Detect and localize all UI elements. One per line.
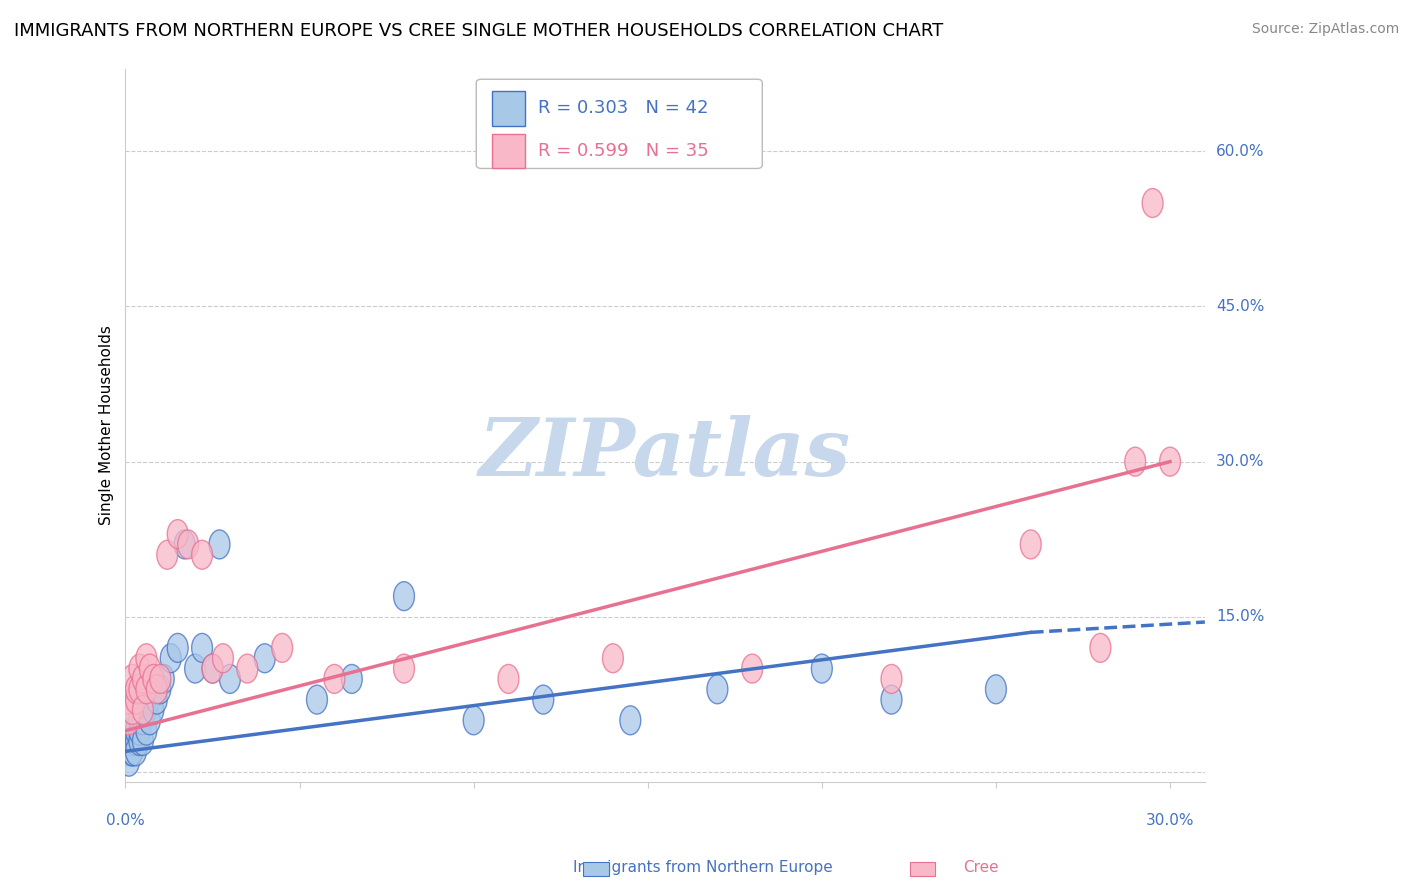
Text: 30.0%: 30.0% xyxy=(1146,813,1194,828)
Text: IMMIGRANTS FROM NORTHERN EUROPE VS CREE SINGLE MOTHER HOUSEHOLDS CORRELATION CHA: IMMIGRANTS FROM NORTHERN EUROPE VS CREE … xyxy=(14,22,943,40)
Ellipse shape xyxy=(167,520,188,549)
Ellipse shape xyxy=(236,654,257,683)
Ellipse shape xyxy=(136,674,157,704)
Ellipse shape xyxy=(118,685,139,714)
Bar xyxy=(492,91,524,126)
Ellipse shape xyxy=(1090,633,1111,663)
Ellipse shape xyxy=(146,674,167,704)
Ellipse shape xyxy=(118,747,139,776)
Ellipse shape xyxy=(986,674,1007,704)
Ellipse shape xyxy=(118,706,139,735)
Ellipse shape xyxy=(118,726,139,756)
Text: 60.0%: 60.0% xyxy=(1216,144,1264,159)
Ellipse shape xyxy=(122,737,143,766)
Ellipse shape xyxy=(122,726,143,756)
Ellipse shape xyxy=(177,530,198,559)
Ellipse shape xyxy=(882,665,901,693)
Text: 0.0%: 0.0% xyxy=(105,813,145,828)
Ellipse shape xyxy=(1142,188,1163,218)
Ellipse shape xyxy=(157,541,177,569)
Bar xyxy=(492,134,524,169)
Ellipse shape xyxy=(122,737,143,766)
Ellipse shape xyxy=(307,685,328,714)
Ellipse shape xyxy=(323,665,344,693)
Ellipse shape xyxy=(811,654,832,683)
Ellipse shape xyxy=(202,654,224,683)
Ellipse shape xyxy=(143,696,163,724)
Ellipse shape xyxy=(463,706,484,735)
Ellipse shape xyxy=(139,706,160,735)
Ellipse shape xyxy=(129,674,150,704)
Ellipse shape xyxy=(129,716,150,745)
Ellipse shape xyxy=(139,685,160,714)
Ellipse shape xyxy=(150,665,170,693)
Ellipse shape xyxy=(394,582,415,611)
Ellipse shape xyxy=(122,716,143,745)
Ellipse shape xyxy=(153,665,174,693)
Ellipse shape xyxy=(1021,530,1042,559)
Ellipse shape xyxy=(136,716,157,745)
Ellipse shape xyxy=(132,706,153,735)
Ellipse shape xyxy=(533,685,554,714)
Ellipse shape xyxy=(125,685,146,714)
Ellipse shape xyxy=(191,633,212,663)
Ellipse shape xyxy=(150,674,170,704)
Ellipse shape xyxy=(118,737,139,766)
Ellipse shape xyxy=(132,696,153,724)
Ellipse shape xyxy=(1160,447,1181,476)
Ellipse shape xyxy=(394,654,415,683)
Ellipse shape xyxy=(498,665,519,693)
Ellipse shape xyxy=(129,726,150,756)
Ellipse shape xyxy=(174,530,195,559)
Ellipse shape xyxy=(136,644,157,673)
Text: 15.0%: 15.0% xyxy=(1216,609,1264,624)
Ellipse shape xyxy=(342,665,363,693)
Text: R = 0.303   N = 42: R = 0.303 N = 42 xyxy=(537,100,709,118)
Ellipse shape xyxy=(191,541,212,569)
Ellipse shape xyxy=(160,644,181,673)
Ellipse shape xyxy=(125,716,146,745)
Ellipse shape xyxy=(212,644,233,673)
Ellipse shape xyxy=(125,726,146,756)
Ellipse shape xyxy=(129,654,150,683)
Ellipse shape xyxy=(146,685,167,714)
Text: Cree: Cree xyxy=(963,860,998,874)
Ellipse shape xyxy=(139,654,160,683)
Ellipse shape xyxy=(254,644,276,673)
FancyBboxPatch shape xyxy=(477,79,762,169)
Ellipse shape xyxy=(125,737,146,766)
Ellipse shape xyxy=(136,696,157,724)
Ellipse shape xyxy=(143,665,163,693)
Ellipse shape xyxy=(209,530,231,559)
Ellipse shape xyxy=(125,674,146,704)
Ellipse shape xyxy=(132,665,153,693)
Text: ZIPatlas: ZIPatlas xyxy=(479,416,851,492)
Ellipse shape xyxy=(1125,447,1146,476)
Text: 30.0%: 30.0% xyxy=(1216,454,1264,469)
Text: R = 0.599   N = 35: R = 0.599 N = 35 xyxy=(537,143,709,161)
Ellipse shape xyxy=(132,726,153,756)
Text: Immigrants from Northern Europe: Immigrants from Northern Europe xyxy=(574,860,832,874)
Ellipse shape xyxy=(129,706,150,735)
Ellipse shape xyxy=(882,685,901,714)
Ellipse shape xyxy=(167,633,188,663)
Ellipse shape xyxy=(122,665,143,693)
Ellipse shape xyxy=(620,706,641,735)
Ellipse shape xyxy=(219,665,240,693)
Ellipse shape xyxy=(603,644,623,673)
Ellipse shape xyxy=(184,654,205,683)
Text: Source: ZipAtlas.com: Source: ZipAtlas.com xyxy=(1251,22,1399,37)
Y-axis label: Single Mother Households: Single Mother Households xyxy=(100,326,114,525)
Ellipse shape xyxy=(707,674,728,704)
Ellipse shape xyxy=(122,696,143,724)
Ellipse shape xyxy=(271,633,292,663)
Ellipse shape xyxy=(742,654,762,683)
Text: 45.0%: 45.0% xyxy=(1216,299,1264,314)
Ellipse shape xyxy=(202,654,224,683)
